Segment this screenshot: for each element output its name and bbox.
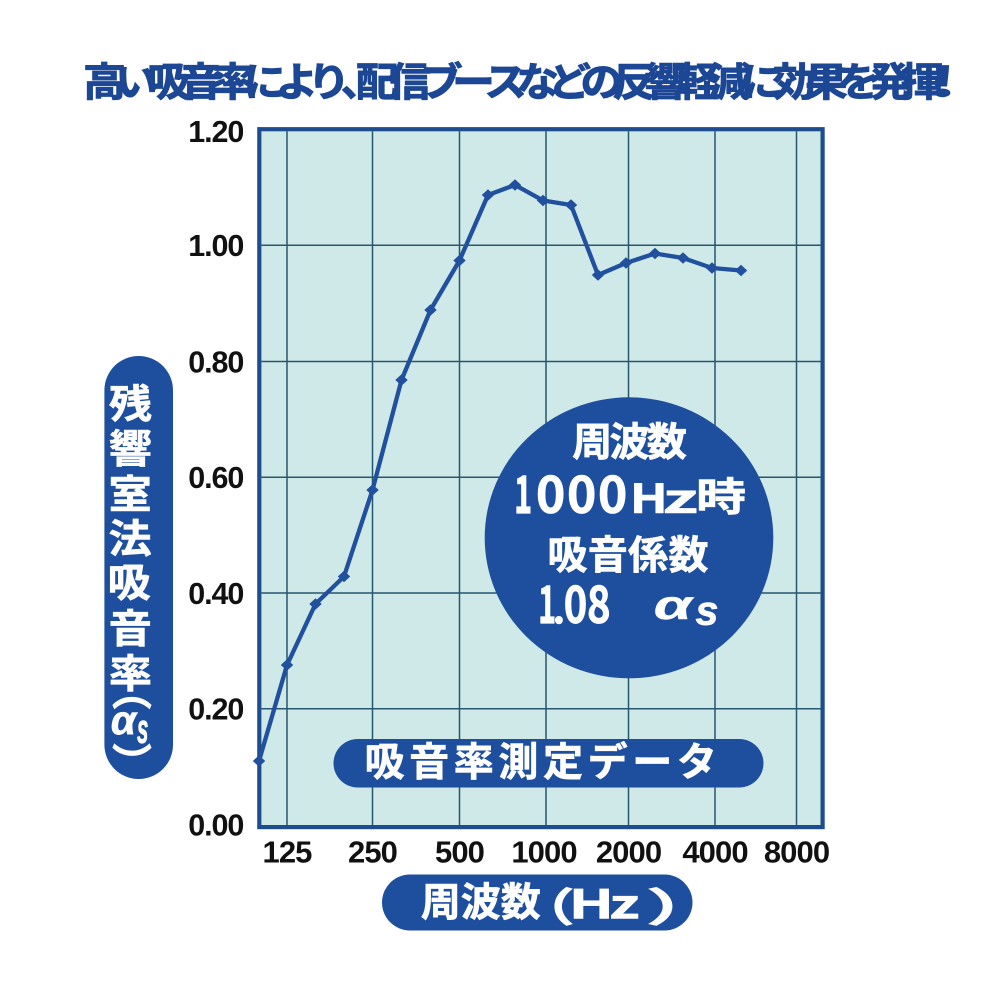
svg-text:1.00: 1.00	[188, 229, 243, 263]
svg-text:1.20: 1.20	[188, 115, 243, 149]
svg-text:8000: 8000	[764, 834, 829, 869]
svg-text:500: 500	[435, 834, 484, 869]
svg-text:4000: 4000	[682, 834, 747, 869]
svg-text:0.60: 0.60	[188, 461, 243, 495]
svg-text:1000: 1000	[511, 834, 576, 869]
svg-text:0.40: 0.40	[188, 577, 243, 611]
svg-text:125: 125	[262, 834, 312, 869]
svg-text:0.00: 0.00	[188, 808, 243, 842]
svg-text:0.20: 0.20	[188, 693, 243, 727]
svg-text:0.80: 0.80	[188, 345, 243, 379]
svg-text:2000: 2000	[596, 834, 661, 869]
svg-text:250: 250	[348, 834, 397, 869]
